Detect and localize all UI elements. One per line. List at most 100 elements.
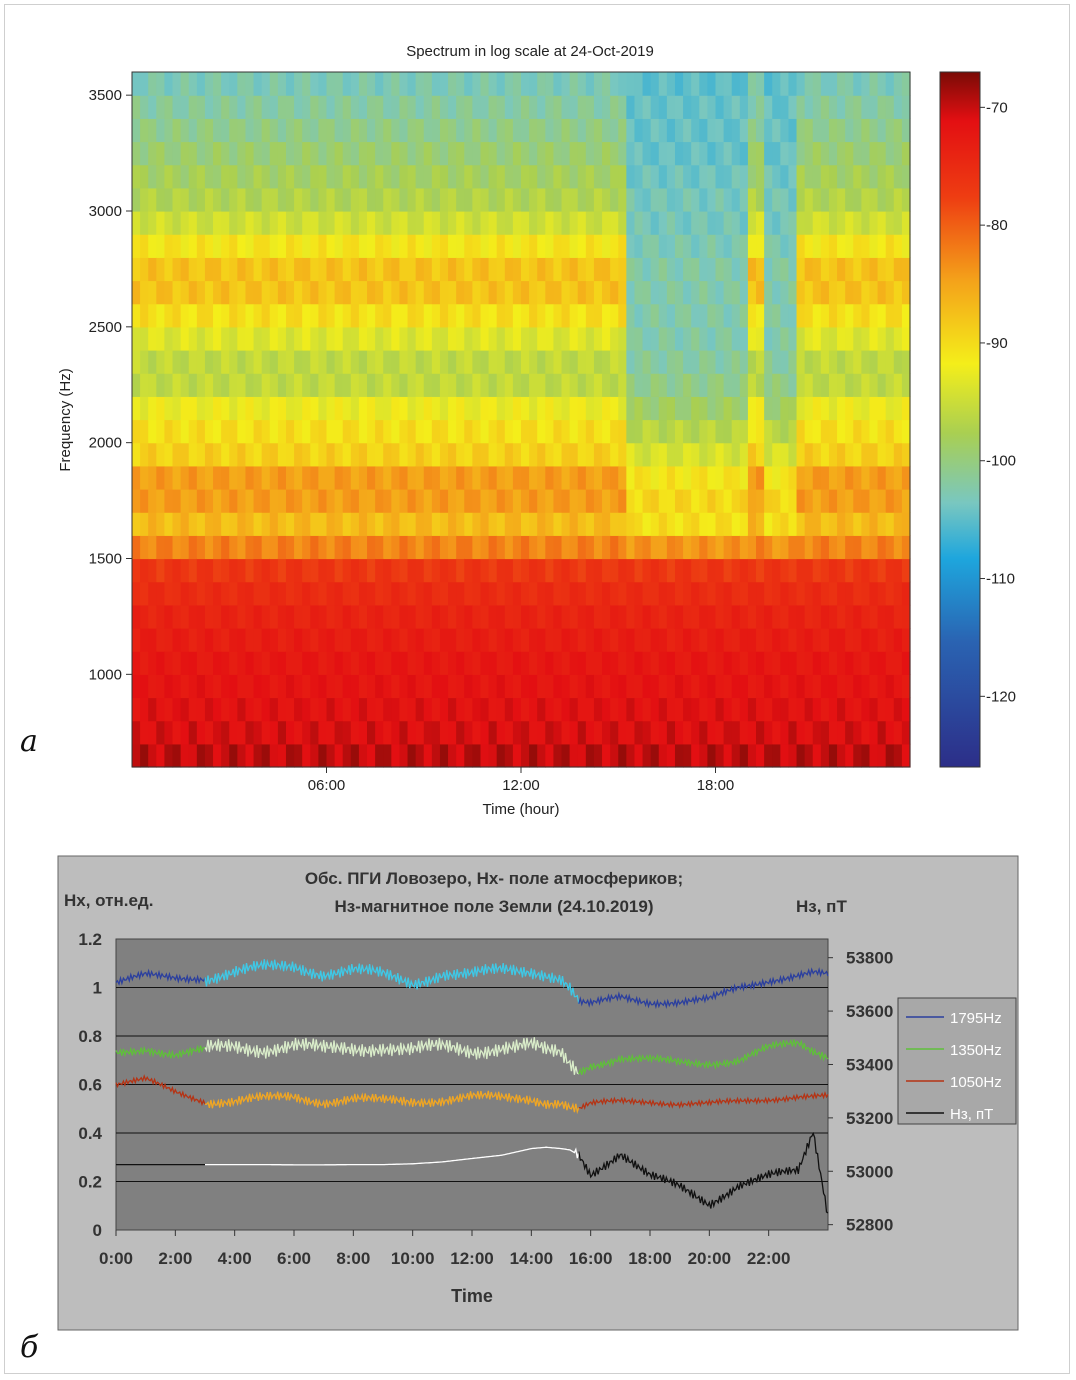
spectrogram-cell bbox=[820, 95, 830, 119]
spectrogram-cell bbox=[294, 373, 303, 397]
spectrogram-cell bbox=[602, 512, 611, 536]
spectrogram-cell bbox=[140, 211, 149, 235]
spectrogram-cell bbox=[861, 419, 871, 444]
spectrogram-cell bbox=[577, 303, 587, 328]
spectrogram-cell bbox=[885, 535, 895, 560]
spectrogram-cell bbox=[772, 581, 781, 606]
spectrogram-cell bbox=[196, 396, 206, 421]
spectrogram-cell bbox=[172, 95, 182, 119]
spectrogram-cell bbox=[585, 581, 595, 606]
spectrogram-cell bbox=[383, 257, 392, 282]
spectrogram-cell bbox=[415, 164, 425, 189]
spectrogram-cell bbox=[853, 280, 862, 305]
spectrogram-cell bbox=[269, 350, 279, 374]
spectrogram-cell bbox=[261, 141, 271, 166]
spectrogram-cell bbox=[585, 628, 595, 652]
spectrogram-cell bbox=[796, 651, 806, 675]
spectrogram-cell bbox=[221, 442, 230, 467]
spectrogram-cell bbox=[496, 373, 506, 397]
spectrogram-cell bbox=[521, 164, 530, 189]
spectrogram-cell bbox=[277, 419, 287, 444]
spectrogram-cell bbox=[245, 257, 255, 282]
spectrogram-cell bbox=[569, 280, 579, 305]
spectrogram-cell bbox=[812, 604, 822, 629]
spectrogram-cell bbox=[512, 280, 522, 305]
spectrogram-cell bbox=[269, 604, 279, 629]
spectrogram-cell bbox=[537, 350, 546, 374]
legend-label: 1050Hz bbox=[950, 1074, 1002, 1091]
spectrogram-cell bbox=[666, 72, 676, 96]
spectrogram-cell bbox=[172, 489, 182, 513]
spectrogram-cell bbox=[707, 72, 717, 96]
spectrogram-cell bbox=[634, 442, 644, 467]
spectrogram-cell bbox=[812, 489, 822, 513]
spectrogram-cell bbox=[545, 535, 555, 560]
spectrogram-cell bbox=[253, 558, 263, 583]
spectrogram-cell bbox=[731, 442, 741, 467]
timeseries-left-tick-label: 1.2 bbox=[78, 930, 102, 949]
spectrogram-cell bbox=[318, 720, 328, 745]
spectrogram-cell bbox=[318, 604, 328, 629]
spectrogram-cell bbox=[253, 535, 263, 560]
spectrogram-cell bbox=[448, 419, 457, 444]
spectrogram-cell bbox=[569, 187, 579, 212]
spectrogram-cell bbox=[618, 512, 627, 536]
spectrogram-cell bbox=[326, 558, 336, 583]
spectrogram-cell bbox=[496, 234, 506, 258]
spectrogram-cell bbox=[383, 280, 392, 305]
spectrogram-cell bbox=[602, 697, 611, 722]
legend-label: 1795Hz bbox=[950, 1010, 1002, 1027]
spectrogram-cell bbox=[666, 396, 676, 421]
spectrogram-cell bbox=[196, 303, 206, 328]
spectrogram-cell bbox=[715, 535, 725, 560]
spectrogram-cell bbox=[626, 442, 636, 467]
spectrogram-cell bbox=[504, 558, 514, 583]
spectrogram-cell bbox=[756, 674, 765, 699]
spectrogram-cell bbox=[634, 234, 644, 258]
spectrogram-cell bbox=[358, 419, 368, 444]
spectrogram-cell bbox=[269, 465, 279, 490]
spectrogram-cell bbox=[375, 187, 384, 212]
spectrogram-cell bbox=[521, 211, 530, 235]
spectrogram-cell bbox=[569, 651, 579, 675]
spectrogram-cell bbox=[593, 558, 603, 583]
spectrogram-cell bbox=[431, 535, 441, 560]
spectrogram-cell bbox=[585, 396, 595, 421]
spectrogram-cell bbox=[739, 211, 749, 235]
spectrogram-cell bbox=[853, 118, 862, 143]
spectrogram-cell bbox=[472, 674, 482, 699]
spectrogram-cell bbox=[367, 118, 376, 143]
spectrogram-cell bbox=[188, 628, 198, 652]
spectrogram-cell bbox=[561, 280, 571, 305]
spectrogram-cell bbox=[285, 72, 295, 96]
spectrogram-cell bbox=[650, 211, 660, 235]
spectrogram-cell bbox=[310, 326, 319, 351]
spectrogram-cell bbox=[391, 95, 401, 119]
spectrogram-cell bbox=[439, 512, 449, 536]
spectrogram-cell bbox=[399, 396, 409, 421]
spectrogram-cell bbox=[399, 628, 409, 652]
spectrogram-cell bbox=[569, 234, 579, 258]
spectrogram-cell bbox=[756, 234, 765, 258]
spectrogram-cell bbox=[439, 373, 449, 397]
spectrogram-cell bbox=[310, 651, 319, 675]
spectrogram-cell bbox=[431, 211, 441, 235]
spectrogram-cell bbox=[715, 743, 725, 768]
spectrogram-cell bbox=[367, 257, 376, 282]
spectrogram-cell bbox=[553, 697, 563, 722]
spectrogram-cell bbox=[261, 373, 271, 397]
spectrogram-cell bbox=[391, 535, 401, 560]
spectrogram-cell bbox=[853, 211, 862, 235]
spectrogram-cell bbox=[739, 743, 749, 768]
spectrogram-cell bbox=[407, 720, 417, 745]
spectrogram-cell bbox=[634, 581, 644, 606]
spectrogram-cell bbox=[480, 257, 490, 282]
spectrogram-cell bbox=[261, 628, 271, 652]
spectrogram-cell bbox=[431, 187, 441, 212]
spectrogram-cell bbox=[269, 419, 279, 444]
spectrogram-cell bbox=[561, 396, 571, 421]
spectrogram-cell bbox=[464, 95, 473, 119]
spectrogram-cell bbox=[901, 743, 911, 768]
spectrogram-cell bbox=[334, 164, 344, 189]
spectrogram-cell bbox=[188, 350, 198, 374]
